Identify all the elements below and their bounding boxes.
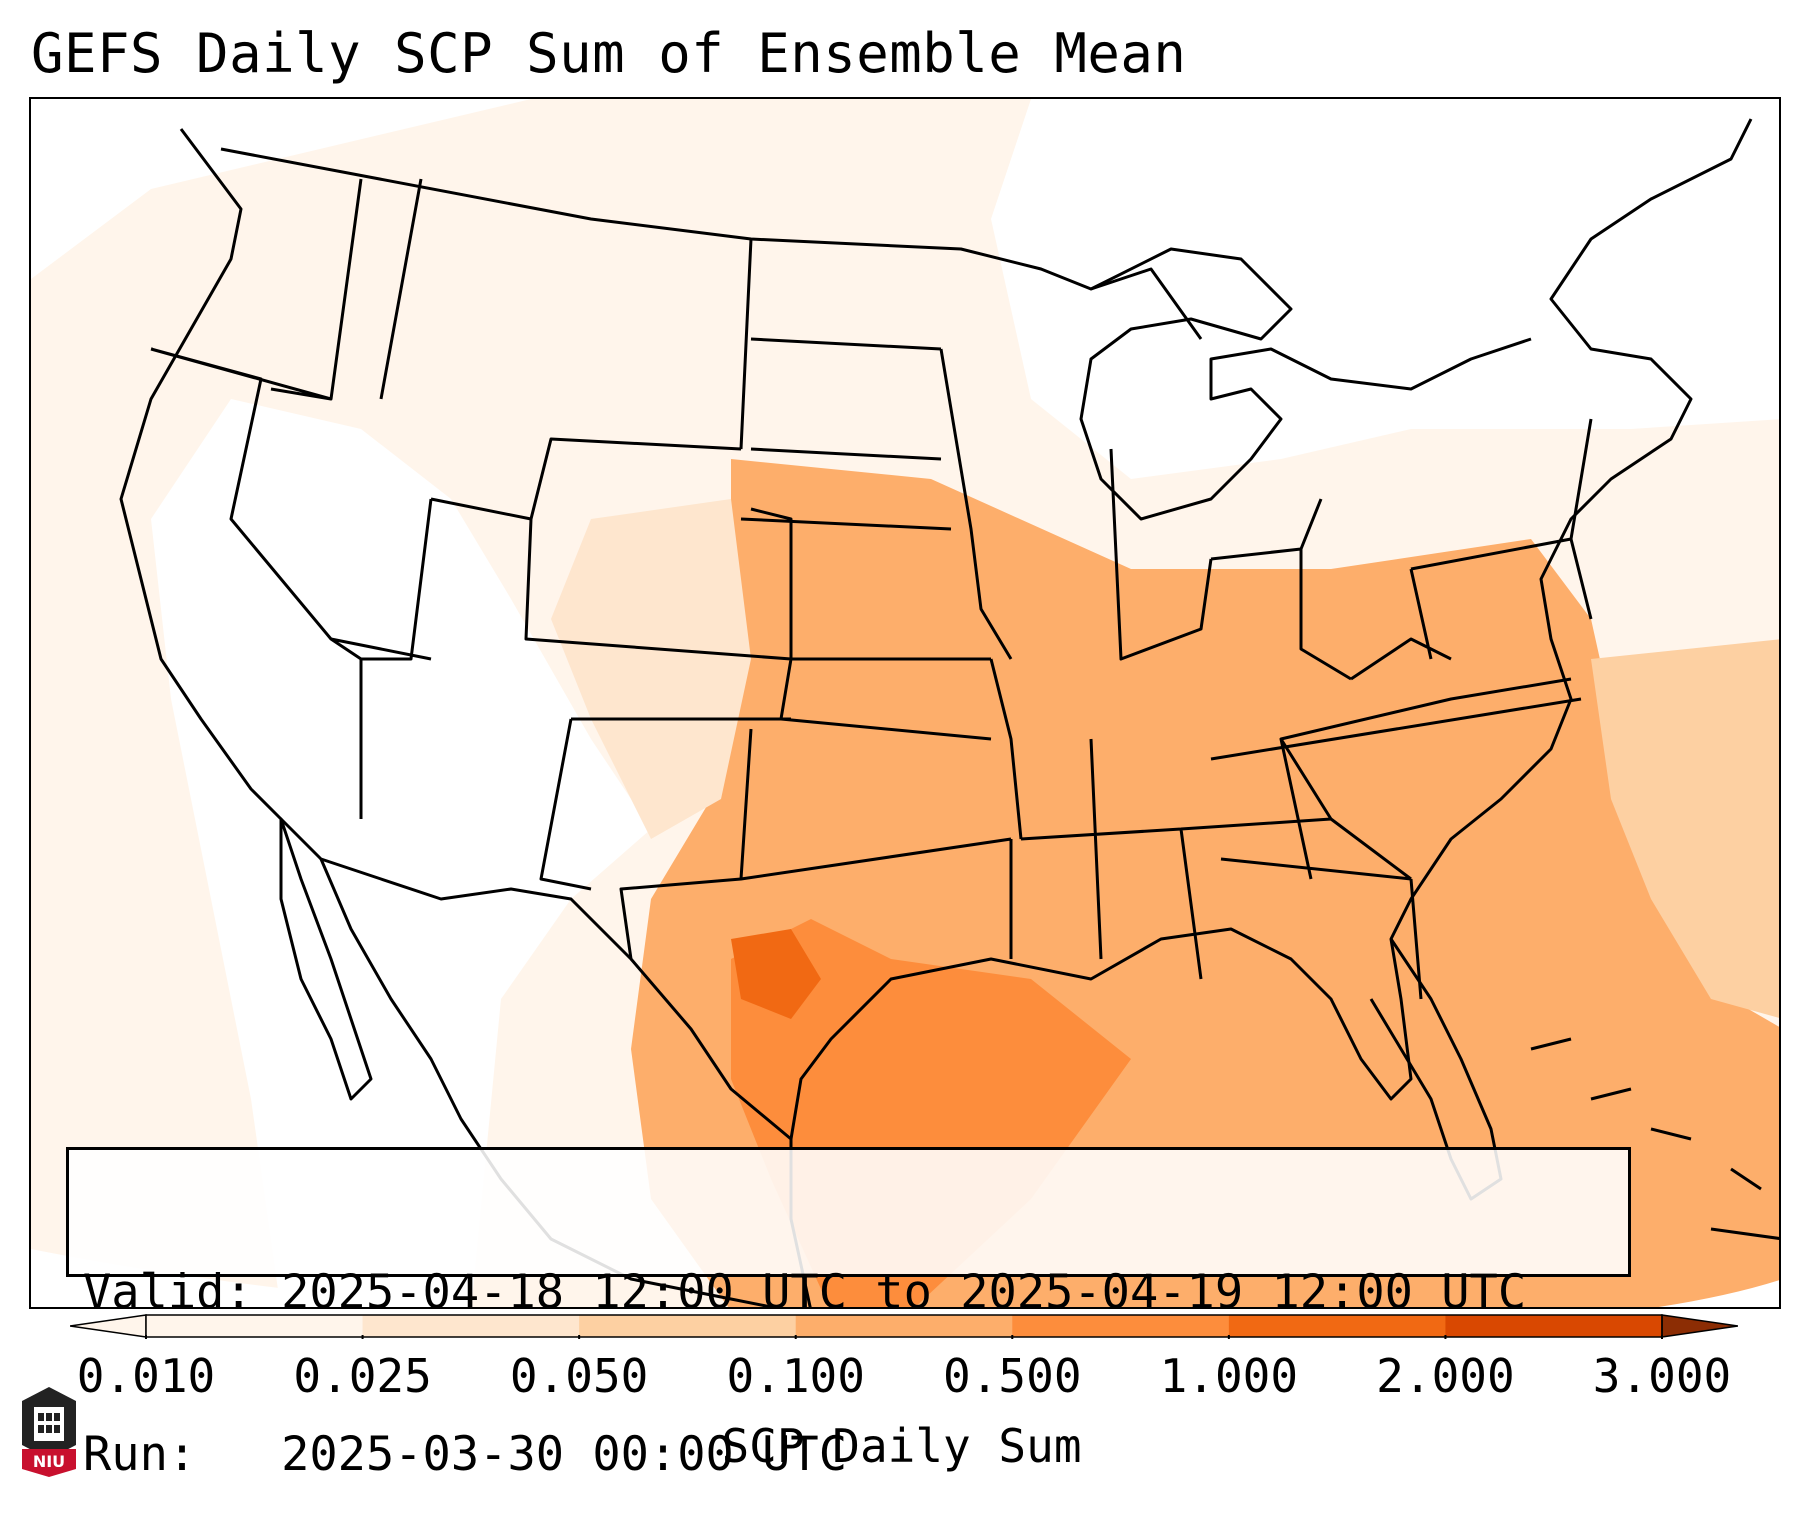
- colorbar-tick-label: 0.050: [509, 1349, 649, 1403]
- colorbar-segment: [1228, 1315, 1446, 1337]
- shade-none-ne: [991, 99, 1779, 479]
- shade-plains: [551, 499, 751, 839]
- colorbar-outline: [145, 1314, 1663, 1338]
- logo-text: NIU: [33, 1452, 65, 1471]
- valid-time-text: Valid: 2025-04-18 12:00 UTC to 2025-04-1…: [83, 1265, 1527, 1320]
- valid-run-box: Valid: 2025-04-18 12:00 UTC to 2025-04-1…: [66, 1147, 1631, 1482]
- logo-window: [46, 1413, 52, 1421]
- colorbar-tick-label: 2.000: [1376, 1349, 1515, 1403]
- baja: [279, 817, 373, 1101]
- caribbean-islands: [1530, 1037, 1779, 1240]
- shade-peak: [731, 929, 821, 1019]
- great-lakes: [1079, 247, 1532, 521]
- map-svg: [31, 99, 1779, 1307]
- colorbar-tick-label: 0.500: [943, 1349, 1082, 1403]
- logo-banner: [22, 1449, 76, 1477]
- niu-logo: NIU: [22, 1387, 76, 1477]
- colorbar-segment: [579, 1315, 797, 1337]
- shade-outside-left: [31, 1249, 463, 1307]
- colorbar-segment: [1012, 1315, 1230, 1337]
- shade-mid-light: [1591, 639, 1779, 1018]
- colorbar-tick-label: 0.010: [76, 1349, 216, 1403]
- colorbar-segment: [1445, 1315, 1663, 1337]
- canada-border: [220, 147, 1203, 340]
- colorbar-segment: [362, 1315, 580, 1337]
- scp-shading: [31, 99, 1779, 1307]
- colorbar-segment: [146, 1315, 364, 1337]
- logo-window: [46, 1425, 52, 1433]
- logo-window: [38, 1425, 44, 1433]
- shade-outside-right: [1658, 1280, 1779, 1307]
- colorbar-ticks: 0.010 0.025 0.050 0.100 0.500 1.000 2.000 3.000: [0, 1350, 1803, 1410]
- colorbar-label: SCP Daily Sum: [721, 1419, 1082, 1473]
- logo-window: [54, 1425, 60, 1433]
- colorbar-arrow-low: [70, 1314, 147, 1338]
- map-title: GEFS Daily SCP Sum of Ensemble Mean: [31, 22, 1187, 85]
- colorbar-arrow-high: [1661, 1314, 1738, 1338]
- colorbar: [70, 1314, 1738, 1339]
- colorbar-segment: [795, 1315, 1013, 1337]
- colorbar-tick-label: 0.025: [293, 1349, 432, 1403]
- colorbar-segments: [70, 1314, 1738, 1339]
- run-time-text: Run: 2025-03-30 00:00 UTC: [83, 1427, 848, 1482]
- colorbar-tick-label: 0.100: [726, 1349, 865, 1403]
- colorbar-tick-label: 1.000: [1159, 1349, 1299, 1403]
- map-panel: [29, 97, 1781, 1309]
- state-lines: [150, 178, 1593, 1000]
- logo-window: [38, 1413, 44, 1421]
- colorbar-tick-label: 3.000: [1592, 1349, 1732, 1403]
- logo-window: [54, 1413, 60, 1421]
- logo-building: [34, 1407, 64, 1441]
